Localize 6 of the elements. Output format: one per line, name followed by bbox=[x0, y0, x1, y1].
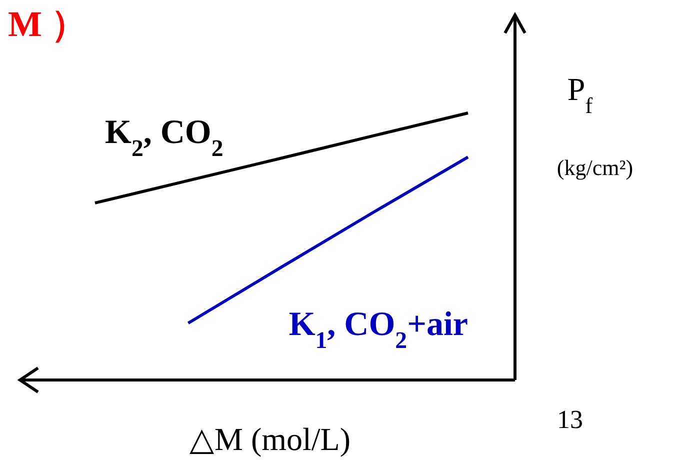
chart-title: M ） bbox=[8, 4, 87, 44]
text: P$_{f}$ (kg/cm²) bbox=[556, 71, 634, 180]
text: 13 bbox=[557, 405, 583, 434]
x-axis-title: △M (mol/L) bbox=[190, 421, 350, 457]
series-label: K$_{1}$, CO$_{2}$+air bbox=[288, 306, 468, 354]
series-label: K$_{2}$, CO$_{2}$ bbox=[105, 114, 224, 162]
